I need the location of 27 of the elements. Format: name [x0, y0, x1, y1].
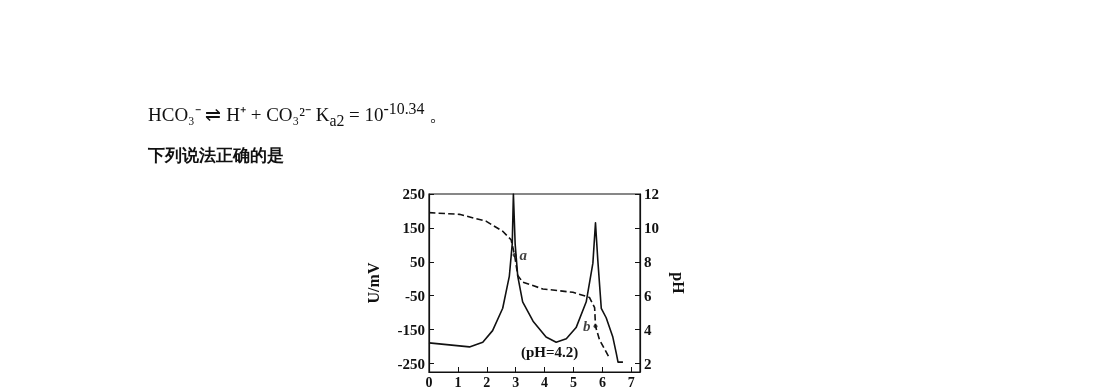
y2-tick-label: 10 — [644, 219, 659, 236]
x-tick-label: 5 — [570, 374, 578, 390]
y-tick-label: 250 — [402, 186, 425, 202]
y2-tick-label: 2 — [644, 355, 652, 372]
x-tick-label: 3 — [512, 374, 520, 390]
annotation: (pH=4.2) — [521, 343, 579, 361]
annotation: a — [519, 247, 528, 264]
x-tick-label: 7 — [627, 374, 635, 390]
y2-tick-label: 12 — [644, 186, 659, 202]
y-tick-label: 50 — [410, 253, 425, 270]
y2-axis-title: pH — [668, 272, 687, 295]
x-tick-label: 2 — [483, 374, 491, 390]
x-tick-label: 0 — [425, 374, 433, 390]
x-tick-label: 6 — [598, 374, 606, 390]
y2-tick-label: 6 — [644, 287, 652, 304]
y-axis-title: U/mV — [364, 262, 382, 304]
x-tick-label: 4 — [541, 374, 549, 390]
chart-title: HCO₃⁻ ⇌ H⁺ + CO₃²⁻ K$_{a2}$ = 10$^{-10.34}$ 。 — [148, 100, 449, 131]
y2-tick-label: 8 — [644, 253, 652, 270]
x-tick-label: 1 — [454, 374, 462, 390]
y-tick-label: -250 — [397, 355, 425, 372]
y-tick-label: -150 — [397, 321, 425, 338]
annotation: b — [582, 318, 591, 335]
y-tick-label: -50 — [405, 287, 425, 304]
y2-tick-label: 4 — [644, 321, 652, 338]
y-tick-label: 150 — [402, 219, 425, 236]
text: 下列说法正确的是 — [148, 144, 284, 167]
